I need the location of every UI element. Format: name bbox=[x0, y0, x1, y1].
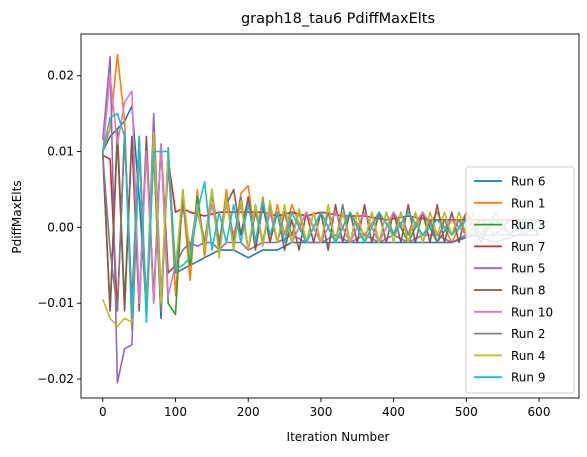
y-tick-label: −0.01 bbox=[37, 296, 74, 310]
x-tick-label: 400 bbox=[382, 405, 405, 419]
plot-frame bbox=[80, 33, 580, 399]
x-tick-label: 500 bbox=[455, 405, 478, 419]
series-lines bbox=[102, 53, 540, 384]
legend-label: Run 4 bbox=[511, 349, 545, 363]
chart-title: graph18_tau6 PdiffMaxElts bbox=[241, 11, 435, 27]
legend: Run 6 Run 1 Run 3 Run 7 Run 5 Run 8 Run 10 Run … bbox=[465, 166, 575, 394]
x-tick-label: 300 bbox=[309, 405, 332, 419]
series-line-run-9 bbox=[102, 112, 540, 324]
y-tick-label: 0.02 bbox=[47, 69, 74, 83]
legend-label: Run 6 bbox=[511, 175, 545, 189]
x-tick-label: 0 bbox=[99, 405, 107, 419]
y-tick-label: 0.01 bbox=[47, 145, 74, 159]
x-axis-label: Iteration Number bbox=[287, 430, 390, 444]
legend-label: Run 2 bbox=[511, 327, 545, 341]
legend-label: Run 3 bbox=[511, 218, 545, 232]
legend-label: Run 9 bbox=[511, 371, 545, 385]
legend-label: Run 1 bbox=[511, 196, 545, 210]
legend-label: Run 8 bbox=[511, 284, 545, 298]
axes: 0 100 200 300 400 500 600 −0.02 −0.01 0.00 0.01 0.0… bbox=[37, 33, 580, 419]
x-tick-label: 100 bbox=[164, 405, 187, 419]
y-tick-label: 0.00 bbox=[47, 220, 74, 234]
y-tick-label: −0.02 bbox=[37, 372, 74, 386]
legend-label: Run 7 bbox=[511, 240, 545, 254]
legend-box bbox=[465, 166, 575, 394]
x-tick-label: 600 bbox=[528, 405, 551, 419]
legend-label: Run 10 bbox=[511, 305, 553, 319]
legend-label: Run 5 bbox=[511, 262, 545, 276]
y-axis-label: PdiffMaxElts bbox=[10, 180, 24, 253]
x-tick-label: 200 bbox=[237, 405, 260, 419]
series-line-run-8 bbox=[102, 135, 540, 312]
